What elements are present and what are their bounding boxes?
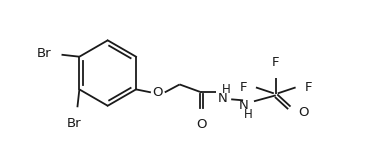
Text: O: O	[196, 118, 207, 131]
Text: N: N	[217, 92, 227, 105]
Text: F: F	[304, 81, 312, 94]
Text: F: F	[239, 81, 247, 94]
Text: O: O	[298, 106, 309, 119]
Text: O: O	[153, 86, 163, 99]
Text: F: F	[272, 56, 279, 69]
Text: N: N	[239, 99, 249, 112]
Text: H: H	[222, 83, 231, 96]
Text: Br: Br	[37, 47, 51, 60]
Text: Br: Br	[67, 117, 82, 130]
Text: H: H	[244, 108, 253, 121]
